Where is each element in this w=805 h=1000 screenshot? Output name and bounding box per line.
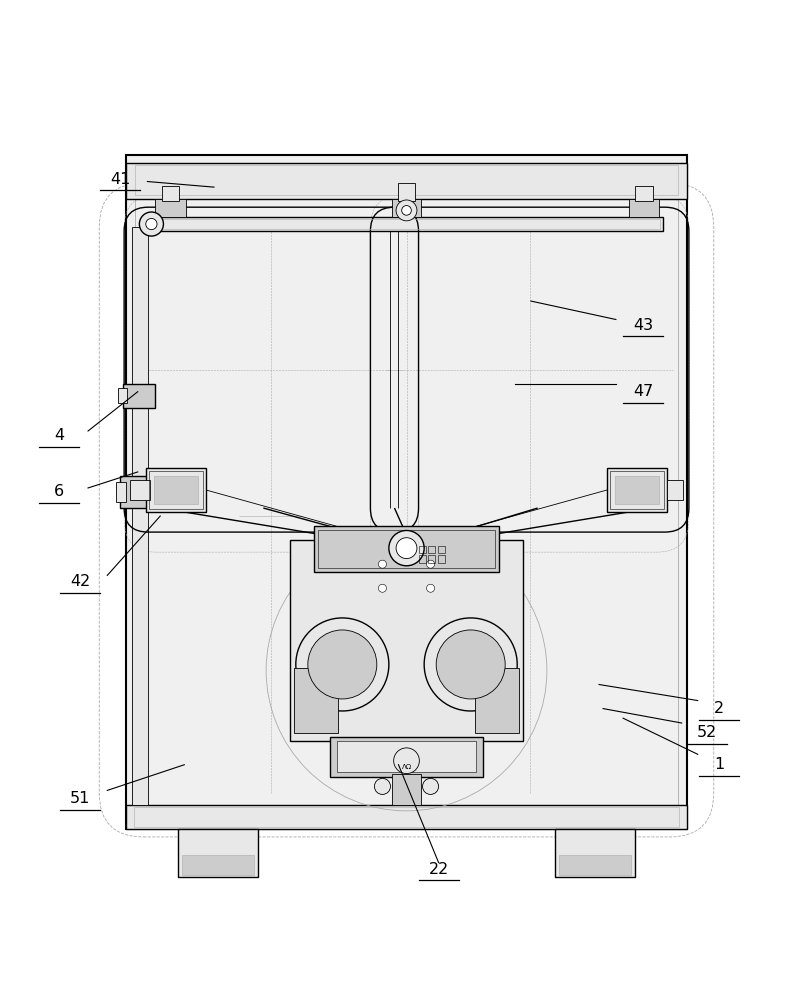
Bar	[162, 186, 180, 201]
Bar	[336, 741, 477, 772]
Circle shape	[146, 218, 157, 230]
Circle shape	[396, 538, 417, 559]
Bar	[126, 163, 687, 199]
Circle shape	[378, 584, 386, 592]
Bar	[419, 546, 426, 553]
Bar	[134, 807, 679, 827]
Bar	[330, 737, 483, 777]
Text: 52: 52	[697, 725, 717, 740]
Bar	[118, 388, 127, 403]
Text: 51: 51	[70, 791, 90, 806]
Bar	[178, 829, 258, 877]
Bar	[555, 829, 635, 877]
Bar	[607, 468, 667, 512]
Bar	[150, 217, 663, 231]
Circle shape	[402, 206, 411, 215]
Bar	[153, 219, 660, 229]
Bar	[154, 476, 198, 504]
Text: 42: 42	[70, 574, 90, 589]
Bar	[155, 199, 186, 217]
Bar	[419, 555, 426, 563]
Bar	[135, 165, 678, 195]
Circle shape	[424, 618, 518, 711]
Bar	[146, 468, 206, 512]
Circle shape	[396, 200, 417, 221]
Bar	[314, 526, 499, 572]
Circle shape	[295, 618, 389, 711]
Circle shape	[394, 748, 419, 774]
Circle shape	[308, 630, 377, 699]
Bar	[475, 668, 518, 733]
Text: 41: 41	[110, 172, 130, 187]
Bar	[120, 476, 160, 508]
Text: 6: 6	[54, 484, 64, 499]
Bar	[392, 774, 421, 805]
Text: 47: 47	[633, 384, 654, 399]
Circle shape	[436, 630, 506, 699]
Circle shape	[374, 778, 390, 794]
Bar	[398, 183, 415, 201]
Bar	[392, 199, 421, 217]
Circle shape	[389, 530, 424, 566]
Circle shape	[423, 778, 439, 794]
Bar	[615, 476, 659, 504]
Bar	[438, 546, 445, 553]
Bar	[318, 530, 495, 568]
Bar	[559, 855, 631, 875]
Bar	[610, 471, 664, 509]
Bar	[182, 855, 254, 875]
Circle shape	[427, 584, 435, 592]
Circle shape	[139, 212, 163, 236]
Bar	[135, 165, 678, 819]
Bar	[294, 668, 338, 733]
Text: 2: 2	[714, 701, 724, 716]
Bar	[629, 199, 659, 217]
Bar	[667, 480, 683, 500]
Bar	[428, 546, 436, 553]
Text: 4: 4	[54, 428, 64, 443]
Bar	[438, 555, 445, 563]
Text: 43: 43	[633, 318, 653, 333]
Circle shape	[427, 560, 435, 568]
Text: 22: 22	[428, 862, 448, 877]
Bar	[122, 384, 155, 408]
Bar	[290, 540, 522, 741]
Bar	[130, 480, 150, 500]
Bar	[635, 186, 653, 201]
Text: 1: 1	[714, 757, 724, 772]
Bar	[149, 471, 203, 509]
Bar	[428, 555, 436, 563]
Circle shape	[378, 560, 386, 568]
Text: ΛΩ: ΛΩ	[402, 764, 411, 770]
Bar	[126, 805, 687, 829]
Bar	[126, 155, 687, 829]
Bar	[132, 227, 148, 805]
Bar	[116, 482, 126, 502]
